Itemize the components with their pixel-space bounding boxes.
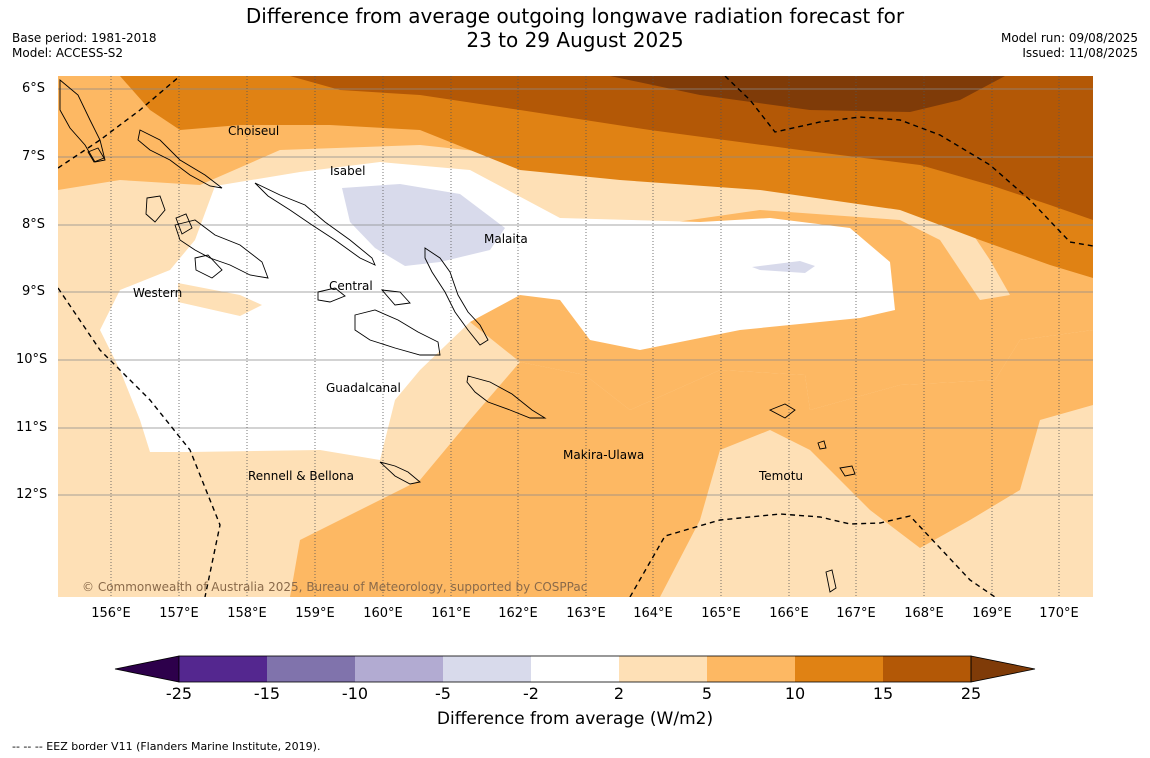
tikopia-island [825, 569, 837, 593]
rennell-island [379, 461, 422, 485]
eez-border [58, 76, 1093, 597]
lon-label-162e: 162°E [498, 606, 538, 621]
lat-label-10s: 10°S [16, 352, 48, 367]
band-over-25 [610, 76, 1005, 112]
lon-label-158e: 158°E [227, 606, 267, 621]
colorbar-tick: -10 [341, 684, 369, 703]
choiseul-island [137, 129, 223, 189]
lon-label-163e: 163°E [566, 606, 606, 621]
colorbar-segment-6 [619, 656, 707, 682]
colorbar-tick: 2 [613, 684, 625, 703]
region-label-central: Central [329, 279, 373, 293]
colorbar-over-arrow [970, 655, 1036, 683]
colorbar-under-arrow [114, 655, 180, 683]
region-label-makira: Makira-Ulawa [563, 448, 645, 462]
colorbar [114, 655, 1036, 683]
colorbar-tick: 25 [960, 684, 982, 703]
lat-label-12s: 12°S [16, 487, 48, 502]
map-fill-layer [58, 76, 1093, 597]
lat-label-8s: 8°S [22, 217, 46, 232]
island-outlines [59, 79, 856, 593]
santa-cruz-island [768, 403, 796, 419]
band-2-5-patch [178, 283, 262, 316]
lat-label-11s: 11°S [16, 420, 48, 435]
title-line-1: Difference from average outgoing longwav… [245, 4, 905, 28]
region-label-rennell: Rennell & Bellona [248, 469, 355, 483]
issued-date: Issued: 11/08/2025 [1022, 46, 1138, 60]
vella-island [175, 213, 193, 235]
colorbar-segment-7 [707, 656, 795, 682]
lon-label-170e: 170°E [1039, 606, 1079, 621]
band-15-25 [290, 76, 1093, 220]
region-label-malaita: Malaita [484, 232, 528, 246]
colorbar-segment-9 [883, 656, 971, 682]
meta-right: Model run: 09/08/2025 Issued: 11/08/2025 [1001, 31, 1138, 61]
colorbar-tick: 15 [872, 684, 894, 703]
lat-label-9s: 9°S [22, 284, 46, 299]
lon-label-165e: 165°E [701, 606, 741, 621]
colorbar-title: Difference from average (W/m2) [436, 709, 714, 729]
meta-left: Base period: 1981-2018 Model: ACCESS-S2 [12, 31, 157, 61]
band-neutral [100, 162, 895, 460]
colorbar-segment-4 [443, 656, 531, 682]
utupua-island [817, 440, 827, 450]
region-label-western: Western [133, 286, 183, 300]
lon-label-160e: 160°E [363, 606, 403, 621]
russell-island [380, 289, 411, 306]
region-label-guadalcanal: Guadalcanal [326, 381, 401, 395]
shortland-island [87, 147, 105, 163]
kolombangara-island [145, 195, 166, 223]
bougainville-island [59, 79, 106, 163]
colorbar-segment-5 [531, 656, 619, 682]
title-line-2: 23 to 29 August 2025 [466, 28, 684, 52]
model-name: Model: ACCESS-S2 [12, 46, 124, 60]
band-minus-5-2-east [752, 261, 815, 273]
lon-label-157e: 157°E [159, 606, 199, 621]
chart-title: Difference from average outgoing longwav… [0, 4, 1150, 52]
band-5-10-south [290, 330, 1093, 597]
colorbar-tick: -2 [523, 684, 539, 703]
vanikoro-island [839, 465, 856, 477]
colorbar-tick: 5 [701, 684, 713, 703]
lat-label-6s: 6°S [22, 81, 46, 96]
lon-label-164e: 164°E [633, 606, 673, 621]
nggela-island [317, 287, 346, 303]
lon-label-168e: 168°E [904, 606, 944, 621]
colorbar-tick: 10 [784, 684, 806, 703]
region-label-temotu: Temotu [759, 469, 804, 483]
makira-island [466, 375, 547, 419]
isabel-island [254, 182, 376, 266]
lon-label-169e: 169°E [972, 606, 1012, 621]
lon-label-167e: 167°E [836, 606, 876, 621]
malaita-island [424, 247, 489, 346]
colorbar-segment-2 [267, 656, 355, 682]
region-label-isabel: Isabel [330, 164, 366, 178]
base-period: Base period: 1981-2018 [12, 31, 157, 45]
colorbar-segment-3 [355, 656, 443, 682]
lon-label-156e: 156°E [91, 606, 131, 621]
lon-label-159e: 159°E [295, 606, 335, 621]
eez-footnote: -- -- -- EEZ border V11 (Flanders Marine… [12, 740, 321, 753]
guadalcanal-island [354, 309, 441, 356]
copyright-notice: © Commonwealth of Australia 2025, Bureau… [82, 580, 588, 594]
lon-label-166e: 166°E [769, 606, 809, 621]
model-run: Model run: 09/08/2025 [1000, 31, 1138, 45]
colorbar-tick: -5 [435, 684, 451, 703]
new-georgia-island [174, 219, 269, 279]
lon-label-161e: 161°E [431, 606, 471, 621]
colorbar-tick: -15 [253, 684, 281, 703]
region-label-choiseul: Choiseul [228, 124, 280, 138]
colorbar-segment-1 [179, 656, 267, 682]
graticule-lat [58, 88, 1093, 496]
lat-label-7s: 7°S [22, 149, 46, 164]
rendova-island [194, 254, 223, 279]
colorbar-segment-8 [795, 656, 883, 682]
colorbar-tick: -25 [165, 684, 193, 703]
